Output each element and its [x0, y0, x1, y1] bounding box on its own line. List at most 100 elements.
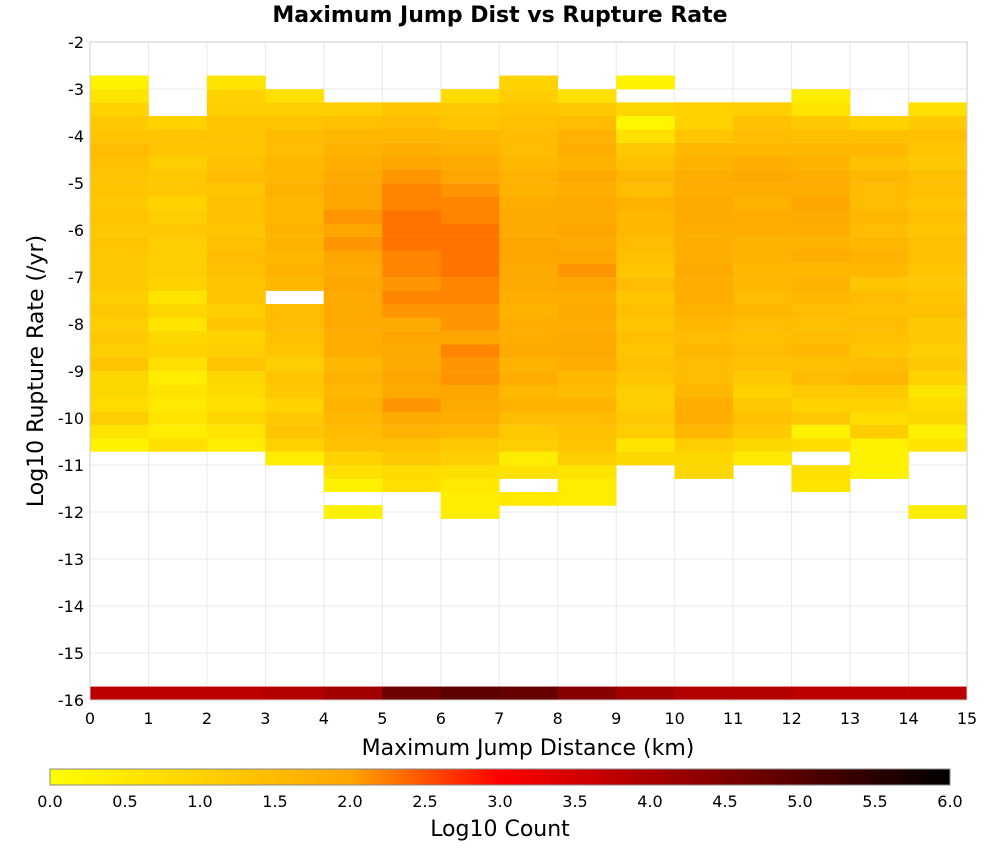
heatmap-cell: [206, 357, 266, 372]
heatmap-cell: [90, 155, 149, 170]
heatmap-cell: [850, 155, 909, 170]
heatmap-cell: [674, 236, 734, 251]
heatmap-cell-bottom: [850, 686, 909, 700]
heatmap-cell: [90, 397, 149, 412]
heatmap-cell: [850, 209, 909, 224]
heatmap-cell: [499, 183, 559, 197]
heatmap-cell: [499, 115, 559, 130]
heatmap-cells: [90, 75, 968, 700]
heatmap-cell: [323, 478, 383, 493]
heatmap-cell: [733, 290, 792, 305]
heatmap-cell: [557, 491, 617, 506]
heatmap-cell: [557, 115, 617, 130]
heatmap-cell: [557, 223, 617, 237]
heatmap-cell: [733, 371, 792, 385]
heatmap-cell: [90, 411, 149, 425]
y-tick-label: -3: [68, 80, 84, 99]
heatmap-cell: [850, 303, 909, 318]
heatmap-cell: [557, 290, 617, 305]
x-axis-label: Maximum Jump Distance (km): [362, 736, 695, 761]
heatmap-cell: [557, 397, 617, 412]
heatmap-cell: [90, 75, 149, 90]
heatmap-cell: [908, 303, 968, 318]
heatmap-cell: [323, 357, 383, 372]
heatmap-cell: [616, 115, 675, 130]
heatmap-cell: [850, 169, 909, 184]
heatmap-cell: [499, 343, 559, 358]
heatmap-cell: [791, 249, 851, 264]
colorbar-tick-label: 6.0: [937, 792, 962, 811]
heatmap-cell: [557, 263, 617, 278]
heatmap-cell: [616, 196, 675, 211]
heatmap-cell: [440, 223, 500, 237]
heatmap-cell: [674, 102, 734, 117]
heatmap-cell: [908, 343, 968, 358]
heatmap-cell: [616, 142, 675, 157]
heatmap-cell: [499, 249, 559, 264]
heatmap-cell-bottom: [90, 686, 149, 700]
heatmap-cell: [616, 155, 675, 170]
heatmap-cell: [850, 451, 909, 466]
heatmap-cell: [148, 263, 208, 278]
heatmap-cell: [323, 330, 383, 345]
y-tick-label: -16: [58, 691, 84, 710]
heatmap-cell: [557, 277, 617, 291]
heatmap-cell: [733, 357, 792, 372]
heatmap-cell: [791, 357, 851, 372]
heatmap-cell: [850, 277, 909, 291]
heatmap-cell: [499, 491, 559, 506]
heatmap-cell: [206, 263, 266, 278]
heatmap-cell: [90, 424, 149, 439]
chart-title: Maximum Jump Dist vs Rupture Rate: [272, 3, 727, 28]
heatmap-cell: [791, 424, 851, 439]
heatmap-cell: [733, 209, 792, 224]
heatmap-cell: [265, 155, 325, 170]
heatmap-cell: [616, 437, 675, 452]
heatmap-cell: [323, 102, 383, 117]
heatmap-cell: [265, 343, 325, 358]
heatmap-cell: [908, 142, 968, 157]
heatmap-cell: [206, 102, 266, 117]
heatmap-cell: [908, 183, 968, 197]
heatmap-cell: [850, 357, 909, 372]
heatmap-cell: [90, 115, 149, 130]
heatmap-cell: [323, 196, 383, 211]
heatmap-cell: [791, 223, 851, 237]
colorbar-tick-label: 2.5: [412, 792, 437, 811]
heatmap-cell: [908, 411, 968, 425]
heatmap-cell: [791, 142, 851, 157]
heatmap-cell: [265, 196, 325, 211]
heatmap-cell: [557, 411, 617, 425]
heatmap-cell: [733, 223, 792, 237]
heatmap-cell: [90, 89, 149, 103]
heatmap-cell: [674, 223, 734, 237]
heatmap-cell: [206, 196, 266, 211]
heatmap-cell: [616, 169, 675, 184]
heatmap-cell: [382, 330, 442, 345]
heatmap-cell: [90, 183, 149, 197]
heatmap-cell-bottom: [674, 686, 734, 700]
x-tick-label: 8: [553, 709, 563, 728]
heatmap-cell: [791, 89, 851, 103]
heatmap-cell: [148, 169, 208, 184]
heatmap-cell: [382, 465, 442, 479]
x-tick-label: 7: [494, 709, 504, 728]
heatmap-cell: [90, 142, 149, 157]
heatmap-cell: [265, 249, 325, 264]
heatmap-cell: [265, 142, 325, 157]
heatmap-cell: [440, 129, 500, 143]
heatmap-cell: [791, 263, 851, 278]
heatmap-cell: [382, 303, 442, 318]
heatmap-cell: [440, 437, 500, 452]
x-tick-label: 13: [840, 709, 860, 728]
colorbar: [49, 768, 951, 786]
heatmap-cell: [499, 303, 559, 318]
heatmap-cell: [733, 129, 792, 143]
heatmap-cell: [206, 424, 266, 439]
plot-border: [89, 41, 968, 701]
heatmap-cell: [265, 236, 325, 251]
y-tick-label: -12: [58, 503, 84, 522]
heatmap-cell: [382, 249, 442, 264]
heatmap-cell: [148, 236, 208, 251]
x-tick-label: 5: [377, 709, 387, 728]
